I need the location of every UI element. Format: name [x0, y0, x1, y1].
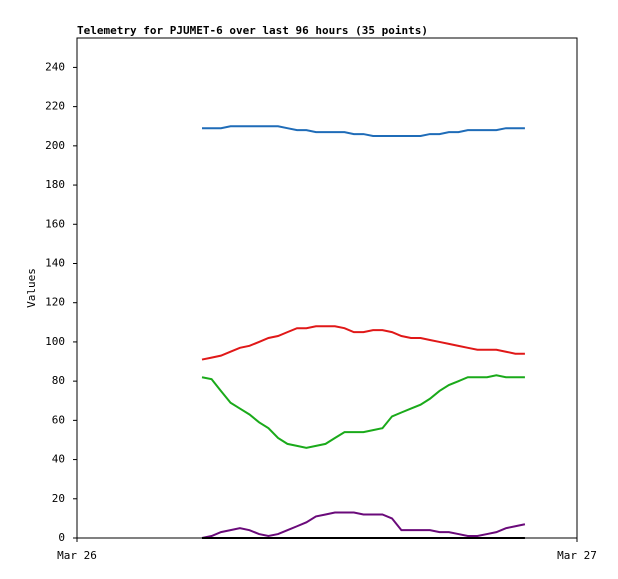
y-tick-label: 0 — [58, 531, 65, 544]
chart-title: Telemetry for PJUMET-6 over last 96 hour… — [77, 24, 428, 37]
y-tick-label: 180 — [45, 178, 65, 191]
y-tick-label: 160 — [45, 217, 65, 230]
y-tick-label: 60 — [52, 413, 65, 426]
y-axis-label: Values — [25, 268, 38, 308]
y-tick-label: 200 — [45, 139, 65, 152]
x-tick-label: Mar 27 — [557, 549, 597, 562]
y-tick-label: 20 — [52, 492, 65, 505]
series-line — [201, 374, 525, 449]
y-tick-label: 220 — [45, 100, 65, 113]
plot-frame — [76, 37, 578, 539]
y-tick-label: 100 — [45, 335, 65, 348]
y-tick-label: 240 — [45, 60, 65, 73]
y-tick-label: 80 — [52, 374, 65, 387]
x-tick-label: Mar 26 — [57, 549, 97, 562]
y-tick-label: 40 — [52, 453, 65, 466]
series-line — [201, 511, 526, 539]
series-line — [202, 125, 525, 138]
series-line — [201, 325, 525, 361]
y-tick-label: 120 — [45, 296, 65, 309]
y-tick-label: 140 — [45, 256, 65, 269]
